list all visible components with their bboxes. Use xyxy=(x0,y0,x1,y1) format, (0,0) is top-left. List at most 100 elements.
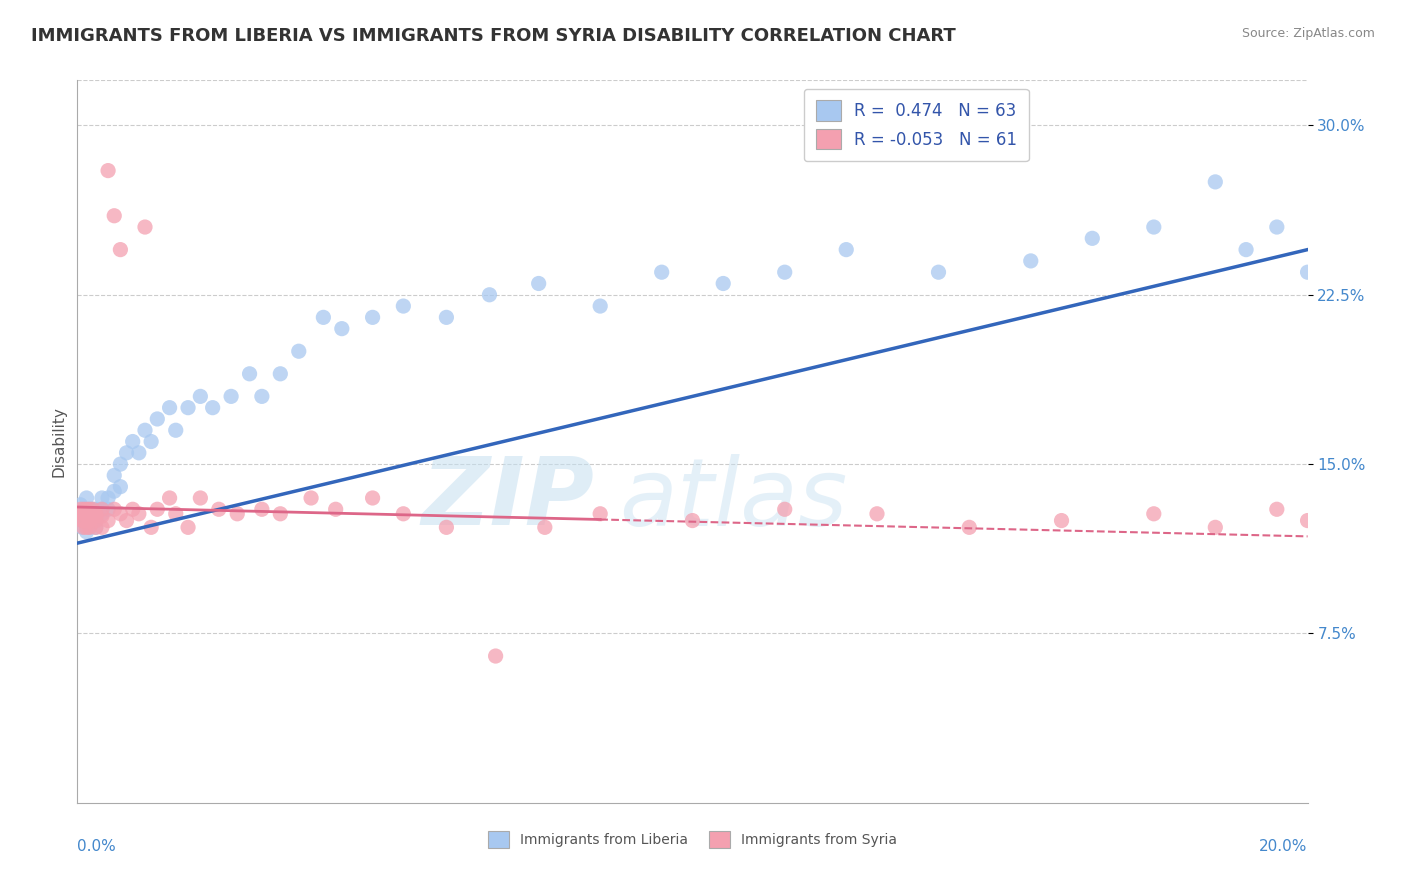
Point xyxy=(682,514,704,528)
Point xyxy=(177,520,200,534)
Point xyxy=(82,502,104,516)
Point xyxy=(201,401,224,415)
Point xyxy=(1143,507,1166,521)
Point xyxy=(110,507,132,521)
Point xyxy=(72,514,94,528)
Point xyxy=(128,507,150,521)
Point xyxy=(485,648,508,663)
Legend: Immigrants from Liberia, Immigrants from Syria: Immigrants from Liberia, Immigrants from… xyxy=(482,826,903,854)
Point xyxy=(72,502,94,516)
Point xyxy=(97,163,120,178)
Point xyxy=(72,502,94,516)
Point xyxy=(103,502,125,516)
Point xyxy=(330,321,353,335)
Point xyxy=(110,457,132,471)
Point xyxy=(76,524,98,539)
Point xyxy=(73,507,96,521)
Point xyxy=(1327,514,1350,528)
Point xyxy=(188,389,212,403)
Point xyxy=(79,520,101,534)
Point xyxy=(82,502,104,516)
Point xyxy=(84,507,107,521)
Text: ZIP: ZIP xyxy=(422,453,595,545)
Text: Source: ZipAtlas.com: Source: ZipAtlas.com xyxy=(1241,27,1375,40)
Point xyxy=(1050,514,1073,528)
Point xyxy=(773,502,796,516)
Point xyxy=(134,220,156,235)
Point xyxy=(436,310,458,325)
Point xyxy=(269,507,291,521)
Point xyxy=(79,514,101,528)
Point xyxy=(312,310,335,325)
Point xyxy=(208,502,231,516)
Point xyxy=(90,502,114,516)
Point xyxy=(90,509,114,524)
Point xyxy=(97,514,120,528)
Point xyxy=(141,434,163,449)
Point xyxy=(79,502,101,516)
Point xyxy=(76,520,98,534)
Point xyxy=(73,502,96,516)
Text: 0.0%: 0.0% xyxy=(77,838,117,854)
Point xyxy=(1204,175,1226,189)
Point xyxy=(773,265,796,279)
Point xyxy=(219,389,242,403)
Point xyxy=(69,502,91,516)
Point xyxy=(146,502,169,516)
Text: 20.0%: 20.0% xyxy=(1260,838,1308,854)
Point xyxy=(121,502,143,516)
Point xyxy=(957,520,980,534)
Point xyxy=(69,498,91,512)
Point xyxy=(90,502,114,516)
Point xyxy=(392,299,415,313)
Point xyxy=(84,507,107,521)
Text: atlas: atlas xyxy=(619,454,846,545)
Point xyxy=(1327,648,1350,663)
Point xyxy=(226,507,249,521)
Point xyxy=(1081,231,1104,245)
Point xyxy=(79,502,101,516)
Point xyxy=(128,446,150,460)
Point xyxy=(103,209,125,223)
Point xyxy=(79,520,101,534)
Point xyxy=(69,507,91,521)
Point xyxy=(527,277,550,291)
Point xyxy=(361,491,384,505)
Point xyxy=(159,491,181,505)
Point xyxy=(928,265,950,279)
Point xyxy=(1019,253,1042,268)
Point xyxy=(835,243,858,257)
Point xyxy=(1234,243,1257,257)
Point xyxy=(866,507,889,521)
Point xyxy=(72,520,94,534)
Point xyxy=(146,412,169,426)
Text: IMMIGRANTS FROM LIBERIA VS IMMIGRANTS FROM SYRIA DISABILITY CORRELATION CHART: IMMIGRANTS FROM LIBERIA VS IMMIGRANTS FR… xyxy=(31,27,956,45)
Point xyxy=(115,446,138,460)
Point xyxy=(177,401,200,415)
Point xyxy=(1265,220,1288,235)
Point xyxy=(392,507,415,521)
Point xyxy=(651,265,673,279)
Point xyxy=(361,310,384,325)
Point xyxy=(589,299,612,313)
Point xyxy=(165,507,187,521)
Point xyxy=(72,507,94,521)
Point xyxy=(79,507,101,521)
Point xyxy=(250,389,273,403)
Point xyxy=(288,344,311,359)
Point xyxy=(70,520,93,534)
Point xyxy=(589,507,612,521)
Point xyxy=(711,277,734,291)
Point xyxy=(84,502,107,516)
Point xyxy=(121,434,143,449)
Point xyxy=(79,507,101,521)
Point xyxy=(534,520,557,534)
Point xyxy=(103,468,125,483)
Point xyxy=(165,423,187,437)
Point xyxy=(97,491,120,505)
Point xyxy=(1204,520,1226,534)
Point xyxy=(72,514,94,528)
Point xyxy=(90,507,114,521)
Point xyxy=(84,509,107,524)
Point xyxy=(84,514,107,528)
